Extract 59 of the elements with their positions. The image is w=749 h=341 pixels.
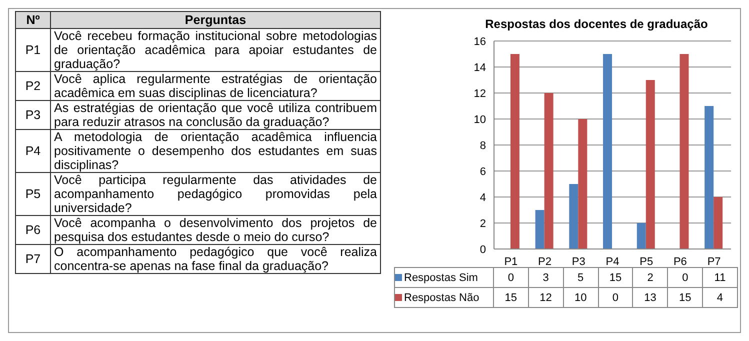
data-label: 0 [494,268,528,288]
x-tick-label: P6 [673,256,687,268]
x-tick-label: P2 [538,256,552,268]
data-label: 2 [632,268,668,288]
bar [510,54,520,249]
data-label: 12 [528,288,564,308]
bar [544,93,554,249]
y-tick-label: 12 [474,88,486,100]
bar [704,106,714,249]
data-label: 15 [598,268,633,288]
text: P3 [16,100,50,130]
legend-label: Respostas Sim [394,268,494,288]
data-label: 0 [668,268,703,288]
x-tick-label: P1 [504,256,518,268]
y-tick-label: 4 [480,192,486,204]
data-label: 11 [702,268,738,288]
y-tick-label: 10 [474,114,486,126]
x-tick-label: P3 [572,256,586,268]
data-label: 0 [598,288,633,308]
bar [680,54,689,249]
data-label: 4 [702,288,738,308]
text: Você aplica regularmente estratégias de orientação acadêmica em suas disciplinas de licenciatura? [50,72,380,100]
y-tick-label: 2 [480,218,486,230]
x-tick-label: P5 [640,256,654,268]
data-label: 13 [632,288,668,308]
data-label: 10 [563,288,598,308]
y-tick-label: 0 [480,244,486,256]
text: As estratégias de orientação que você utiliza contribuem para reduzir atrasos na conclusão da graduação? [50,100,380,130]
text: Nº [16,12,50,28]
data-label: 5 [563,268,598,288]
bar [578,119,588,249]
x-tick-label: P7 [707,256,721,268]
text: P1 [16,28,50,72]
text: P6 [16,216,50,244]
legend-label: Respostas Não [394,288,494,308]
bar [636,223,646,249]
text: O acompanhamento pedagógico que você realiza concentra-se apenas na fase final da graduação? [50,244,380,274]
text: P2 [16,72,50,100]
text: Perguntas [50,12,380,28]
text: P5 [16,172,50,216]
data-label: 15 [668,288,703,308]
text: P4 [16,130,50,172]
text: Você participa regularmente das atividades de acompanhamento pedagógico promovidas pela universidade? [50,172,380,216]
x-tick-label: P4 [606,256,620,268]
y-tick-label: 16 [474,36,486,48]
text: Você acompanha o desenvolvimento dos projetos de pesquisa dos estudantes desde o meio do curso? [50,216,380,244]
chart-title: Respostas dos docentes de graduação [484,17,709,33]
text: Você recebeu formação institucional sobre metodologias de orientação acadêmica para apoiar estudantes de graduação? [50,28,380,72]
y-tick-label: 14 [474,62,486,74]
bar [535,210,544,249]
bar [714,197,723,249]
bar [646,80,655,249]
data-label: 15 [494,288,528,308]
data-label: 3 [528,268,564,288]
y-tick-label: 8 [480,140,486,152]
bar [603,54,612,249]
bar [569,184,578,249]
text: A metodologia de orientação acadêmica influencia positivamente o desempenho dos estudantes em suas disciplinas? [50,130,380,172]
y-tick-label: 6 [480,166,486,178]
